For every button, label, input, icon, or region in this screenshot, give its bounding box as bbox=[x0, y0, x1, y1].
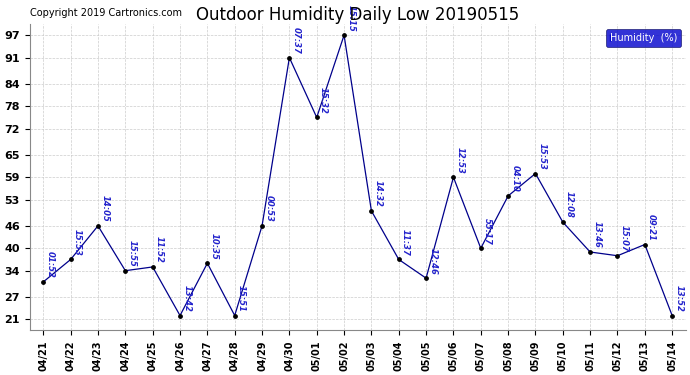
Point bbox=[640, 242, 651, 248]
Text: 07:37: 07:37 bbox=[292, 27, 301, 54]
Point bbox=[584, 249, 595, 255]
Point bbox=[257, 223, 268, 229]
Point bbox=[558, 219, 569, 225]
Point bbox=[448, 174, 459, 180]
Point bbox=[65, 256, 76, 262]
Point bbox=[530, 171, 541, 177]
Point bbox=[229, 312, 240, 318]
Text: 11:52: 11:52 bbox=[155, 236, 164, 263]
Text: 15:07: 15:07 bbox=[620, 225, 629, 252]
Text: Copyright 2019 Cartronics.com: Copyright 2019 Cartronics.com bbox=[30, 8, 181, 18]
Point bbox=[92, 223, 104, 229]
Point bbox=[284, 55, 295, 61]
Text: 13:42: 13:42 bbox=[182, 285, 191, 312]
Point bbox=[339, 32, 350, 38]
Text: 04:10: 04:10 bbox=[511, 165, 520, 192]
Text: 15:53: 15:53 bbox=[538, 143, 546, 170]
Text: 12:46: 12:46 bbox=[428, 248, 437, 274]
Point bbox=[393, 256, 404, 262]
Point bbox=[311, 114, 322, 120]
Point bbox=[202, 260, 213, 266]
Text: 55:17: 55:17 bbox=[483, 217, 492, 244]
Point bbox=[147, 264, 158, 270]
Text: 15:53: 15:53 bbox=[73, 229, 82, 256]
Text: 15:15: 15:15 bbox=[346, 4, 355, 32]
Text: 15:51: 15:51 bbox=[237, 285, 246, 312]
Point bbox=[667, 312, 678, 318]
Text: 01:52: 01:52 bbox=[46, 251, 55, 278]
Point bbox=[612, 253, 623, 259]
Text: 09:21: 09:21 bbox=[647, 214, 656, 241]
Point bbox=[475, 245, 486, 251]
Text: 00:53: 00:53 bbox=[264, 195, 273, 222]
Text: 15:32: 15:32 bbox=[319, 87, 328, 114]
Text: 12:53: 12:53 bbox=[455, 147, 464, 174]
Text: 12:08: 12:08 bbox=[565, 192, 574, 218]
Legend: Humidity  (%): Humidity (%) bbox=[606, 29, 681, 46]
Point bbox=[421, 275, 432, 281]
Text: 11:37: 11:37 bbox=[401, 229, 410, 256]
Title: Outdoor Humidity Daily Low 20190515: Outdoor Humidity Daily Low 20190515 bbox=[196, 6, 520, 24]
Point bbox=[366, 208, 377, 214]
Point bbox=[38, 279, 49, 285]
Point bbox=[175, 312, 186, 318]
Text: 13:46: 13:46 bbox=[592, 221, 601, 248]
Point bbox=[120, 268, 131, 274]
Text: 13:52: 13:52 bbox=[674, 285, 683, 312]
Text: 10:35: 10:35 bbox=[210, 232, 219, 260]
Text: 14:05: 14:05 bbox=[100, 195, 109, 222]
Text: 15:55: 15:55 bbox=[128, 240, 137, 267]
Text: 14:32: 14:32 bbox=[373, 180, 382, 207]
Point bbox=[502, 193, 513, 199]
